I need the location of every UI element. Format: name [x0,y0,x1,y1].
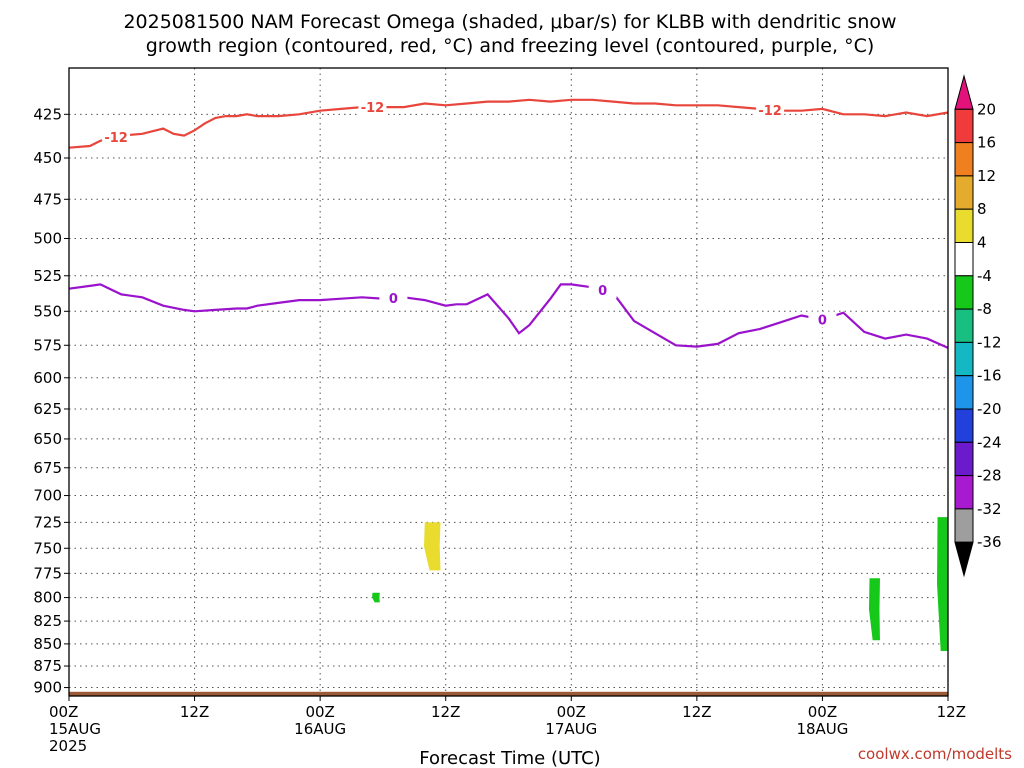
x-tick-label: 2025 [49,737,87,755]
x-tick-label: 12Z [682,703,711,721]
colorbar-segment [954,508,974,543]
y-tick-label: 675 [33,459,62,477]
colorbar-segment [954,475,974,510]
colorbar-tick-label: 4 [977,234,987,252]
colorbar-tick-label: -28 [977,467,1002,485]
colorbar-segment [954,375,974,410]
omega-shade-region [424,522,441,571]
y-tick-label: 850 [33,635,62,653]
y-tick-label: 550 [33,302,62,320]
contour-label: 0 [389,292,398,307]
omega-shade-region [868,578,880,641]
y-tick-label: 525 [33,267,62,285]
colorbar-tick-label: -20 [977,400,1002,418]
x-tick-label: 16AUG [294,720,346,738]
contour-label-bg [808,311,837,328]
colorbar-tick-label: -36 [977,533,1002,551]
terrain-fill [69,691,948,696]
contour-label-bg [358,99,387,116]
y-tick-label: 875 [33,657,62,675]
colorbar-tick-label: 16 [977,134,996,152]
y-tick-label: 750 [33,539,62,557]
credit-text: coolwx.com/modelts [858,745,1012,763]
colorbar-tick-label: -32 [977,500,1002,518]
contour-label: 0 [818,314,827,329]
colorbar-tick-label: -24 [977,433,1002,451]
omega-shading [372,517,948,652]
contour-label-bg [379,289,408,306]
y-tick-label: 725 [33,513,62,531]
plot-frame [68,67,949,697]
grid-lines [68,68,949,696]
x-axis-label: Forecast Time (UTC) [419,748,600,768]
colorbar-segment [954,175,974,210]
contour-line-freezing [68,283,949,349]
y-tick-label: 450 [33,149,62,167]
x-tick-label: 17AUG [545,720,597,738]
y-tick-label: 500 [33,229,62,247]
colorbar-tick-label: -4 [977,267,992,285]
x-tick-label: 00Z [808,703,837,721]
colorbar-bottom-arrow [954,541,974,578]
contour-label-bg [756,101,785,118]
omega-shade-region [937,517,948,652]
colorbar-segment [954,275,974,310]
y-tick-label: 800 [33,589,62,607]
y-tick-label: 425 [33,105,62,123]
y-tick-label: 625 [33,400,62,418]
x-tick-label: 18AUG [796,720,848,738]
x-tick-label: 12Z [180,703,209,721]
y-tick-label: 900 [33,679,62,697]
colorbar-segment [954,242,974,277]
colorbar-segment [954,308,974,343]
colorbar-top-arrow [954,74,974,110]
y-tick-label: 650 [33,430,62,448]
colorbar-segment [954,408,974,443]
terrain-surface [69,691,948,696]
colorbar-segment [954,441,974,477]
contour-line-dendritic [68,98,949,149]
colorbar-tick-label: -16 [977,367,1002,385]
y-tick-label: 700 [33,487,62,505]
colorbar-tick-label: 12 [977,167,996,185]
colorbar-segment [954,341,974,377]
colorbar-tick-label: 8 [977,200,987,218]
chart-title-line1: 2025081500 NAM Forecast Omega (shaded, μ… [123,11,896,33]
contour-label-bg [102,128,131,145]
y-tick-label: 475 [33,190,62,208]
omega-shade-region [372,592,380,603]
contour-label: 0 [598,284,607,299]
x-tick-label: 00Z [557,703,586,721]
colorbar-tick-label: -8 [977,300,992,318]
omega-colorbar: 20 16 12 8 4 -4 -8 -12 -16 -20 -24 -28 -32 -36 [954,74,1002,578]
x-tick-label: 12Z [937,703,966,721]
colorbar-segment [954,208,974,243]
chart-title-line2: growth region (contoured, red, °C) and f… [146,35,875,57]
x-tick-label: 00Z [49,703,78,721]
x-tick-label: 12Z [431,703,460,721]
colorbar-tick-label: 20 [977,100,996,118]
y-axis-ticks: 425 450 475 500 525 550 575 600 625 650 675 700 725 7… [33,105,69,697]
x-tick-label: 15AUG [49,720,101,738]
x-tick-label: 00Z [305,703,334,721]
contour-label: -12 [758,104,782,119]
contour-label: -12 [104,131,128,146]
colorbar-segment [954,108,974,144]
colorbar-segment [954,142,974,177]
contour-label: -12 [361,101,385,116]
contour-lines: -12 -12 -12 0 0 0 [68,98,949,349]
y-tick-label: 825 [33,612,62,630]
y-tick-label: 775 [33,564,62,582]
y-tick-label: 575 [33,336,62,354]
colorbar-tick-label: -12 [977,333,1002,351]
contour-label-bg [588,282,617,299]
y-tick-label: 600 [33,369,62,387]
